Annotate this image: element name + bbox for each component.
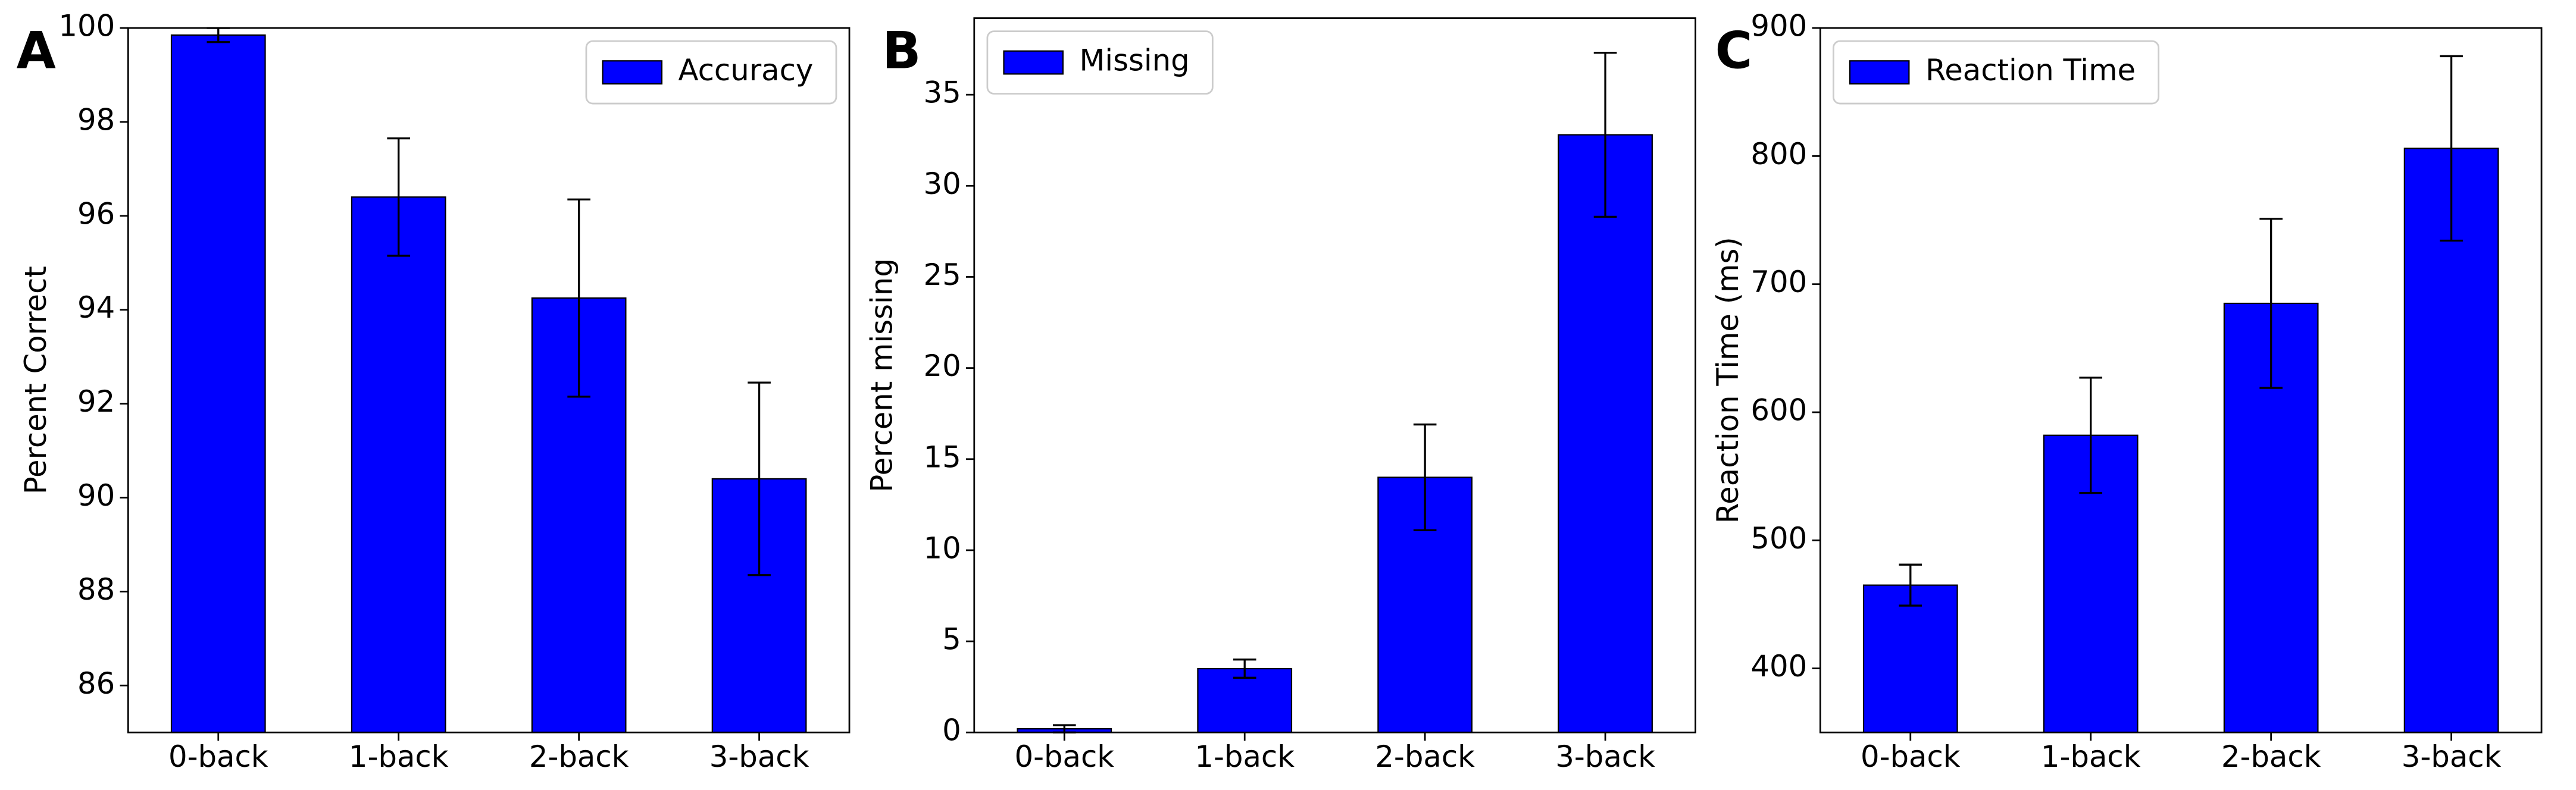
legend-swatch [602, 60, 663, 85]
y-tick-label: 35 [924, 76, 961, 110]
y-axis-label: Reaction Time (ms) [1711, 237, 1745, 523]
y-tick-label: 30 [924, 167, 961, 201]
y-tick-label: 25 [924, 258, 961, 292]
x-tick-label: 2-back [529, 739, 629, 774]
y-tick-label: 20 [924, 349, 961, 383]
legend-swatch [1849, 60, 1910, 85]
y-tick-label: 88 [77, 572, 115, 607]
y-tick-label: 400 [1750, 649, 1807, 684]
bar [1197, 667, 1293, 733]
y-tick-label: 92 [77, 384, 115, 419]
legend-frame [585, 40, 837, 105]
y-tick-label: 0 [942, 713, 961, 748]
panel-label: C [1715, 22, 1753, 81]
bar [1862, 584, 1958, 733]
y-tick-label: 10 [924, 531, 961, 565]
y-tick-label: 600 [1750, 393, 1807, 427]
y-tick-label: 800 [1750, 137, 1807, 171]
plot-frame [973, 17, 1696, 733]
x-tick-label: 1-back [2041, 739, 2141, 774]
legend-frame [986, 30, 1214, 95]
x-tick-label: 3-back [1555, 739, 1655, 774]
x-tick-label: 1-back [349, 739, 449, 774]
plot-frame [127, 27, 851, 733]
legend-frame [1833, 40, 2160, 105]
x-tick-label: 2-back [1375, 739, 1475, 774]
y-tick-label: 94 [77, 290, 115, 325]
x-tick-label: 3-back [2402, 739, 2502, 774]
legend-swatch [1003, 50, 1064, 75]
x-tick-label: 0-back [1014, 739, 1114, 774]
y-tick-label: 5 [942, 622, 961, 657]
x-tick-label: 0-back [168, 739, 268, 774]
legend-label: Reaction Time [1925, 53, 2136, 87]
y-tick-label: 15 [924, 440, 961, 474]
legend-label: Accuracy [679, 53, 814, 87]
legend-label: Missing [1079, 43, 1189, 78]
bar [351, 196, 446, 733]
y-axis-label: Percent Correct [18, 266, 53, 494]
y-tick-label: 86 [77, 666, 115, 701]
panel-label: A [17, 22, 56, 81]
y-tick-label: 900 [1750, 9, 1807, 43]
x-tick-label: 1-back [1195, 739, 1295, 774]
x-tick-label: 0-back [1861, 739, 1961, 774]
y-tick-label: 700 [1750, 265, 1807, 299]
bar [1558, 134, 1653, 733]
bar [2403, 148, 2499, 733]
y-tick-label: 98 [77, 102, 115, 137]
x-tick-label: 3-back [709, 739, 809, 774]
panel-label: B [882, 22, 921, 81]
y-tick-label: 100 [58, 9, 115, 43]
x-tick-label: 2-back [2221, 739, 2321, 774]
y-axis-label: Percent missing [864, 258, 899, 492]
y-tick-label: 96 [77, 196, 115, 231]
plot-frame [1819, 27, 2543, 733]
y-tick-label: 500 [1750, 521, 1807, 556]
y-tick-label: 90 [77, 478, 115, 513]
bar [170, 34, 266, 733]
